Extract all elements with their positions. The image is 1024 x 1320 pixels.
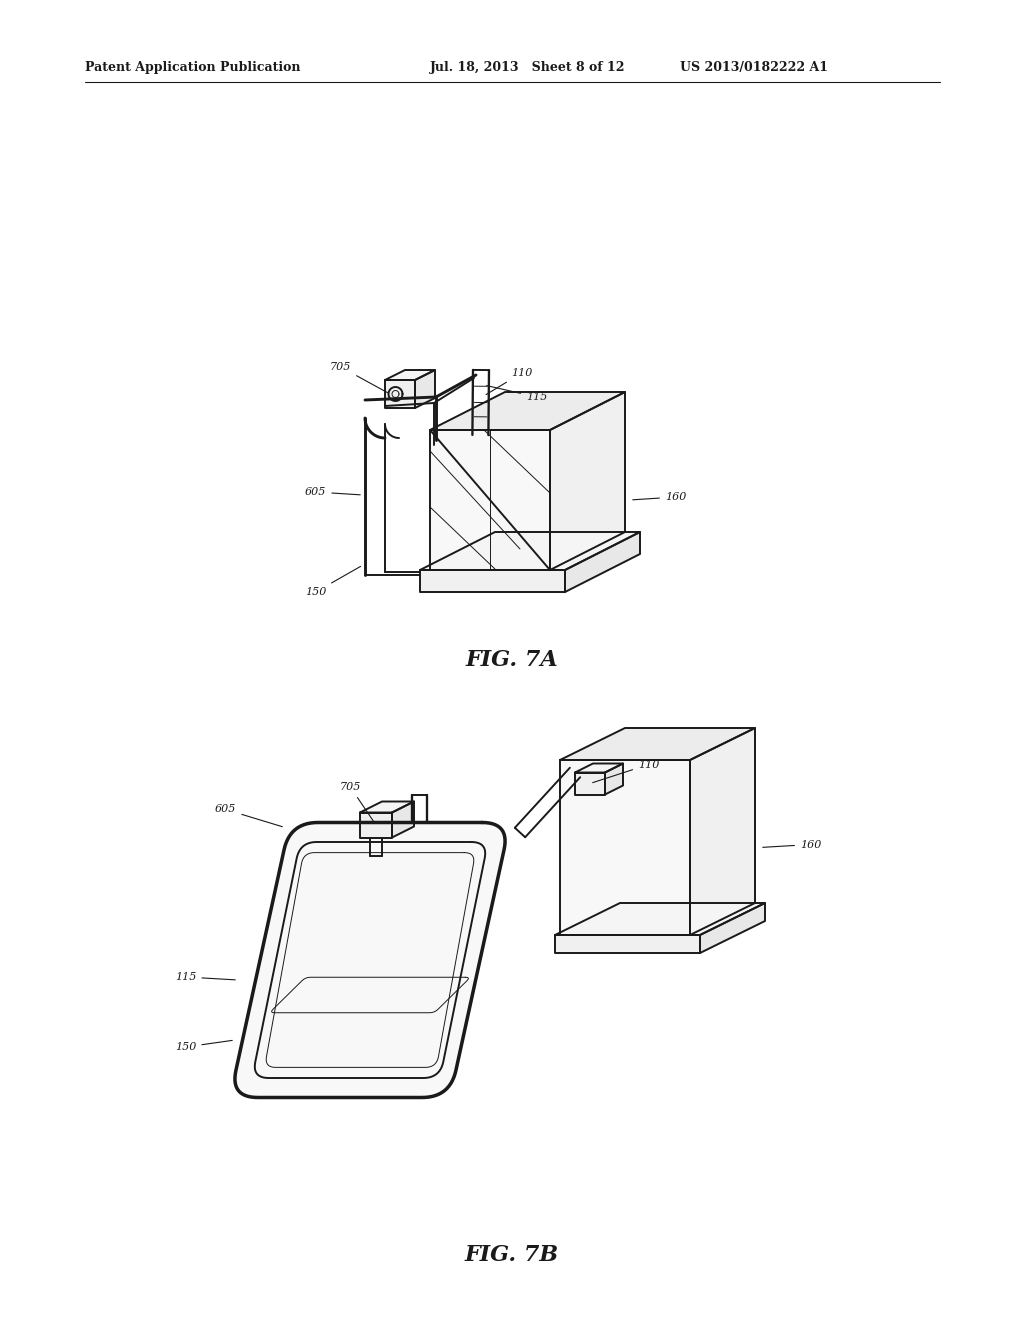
Text: 705: 705	[330, 362, 387, 392]
Polygon shape	[575, 763, 623, 772]
Text: Patent Application Publication: Patent Application Publication	[85, 62, 300, 74]
Polygon shape	[392, 801, 414, 837]
Text: 110: 110	[486, 368, 532, 395]
Polygon shape	[575, 772, 605, 795]
Text: 605: 605	[305, 487, 360, 498]
Polygon shape	[255, 842, 485, 1078]
Polygon shape	[565, 532, 640, 591]
Polygon shape	[700, 903, 765, 953]
Text: 705: 705	[340, 783, 375, 822]
Text: 115: 115	[486, 385, 548, 403]
Text: 115: 115	[175, 972, 236, 982]
Polygon shape	[234, 822, 505, 1097]
Polygon shape	[550, 392, 625, 570]
Text: FIG. 7A: FIG. 7A	[466, 649, 558, 671]
Polygon shape	[415, 370, 435, 408]
Polygon shape	[605, 763, 623, 795]
Text: FIG. 7B: FIG. 7B	[465, 1243, 559, 1266]
Polygon shape	[420, 570, 565, 591]
Polygon shape	[690, 729, 755, 935]
Text: 150: 150	[305, 566, 360, 597]
Polygon shape	[271, 977, 468, 1012]
Polygon shape	[430, 392, 625, 430]
Polygon shape	[555, 903, 765, 935]
Text: Jul. 18, 2013   Sheet 8 of 12: Jul. 18, 2013 Sheet 8 of 12	[430, 62, 626, 74]
Polygon shape	[420, 532, 640, 570]
Polygon shape	[385, 370, 435, 380]
Text: 160: 160	[633, 492, 686, 502]
Text: 160: 160	[763, 840, 821, 850]
Text: 110: 110	[593, 759, 659, 783]
Polygon shape	[360, 813, 392, 837]
Text: 150: 150	[175, 1040, 232, 1052]
Text: 605: 605	[215, 804, 283, 826]
Polygon shape	[360, 801, 414, 813]
Polygon shape	[560, 729, 755, 760]
Polygon shape	[430, 430, 550, 570]
Polygon shape	[266, 853, 474, 1068]
Polygon shape	[560, 760, 690, 935]
Text: US 2013/0182222 A1: US 2013/0182222 A1	[680, 62, 828, 74]
Polygon shape	[555, 935, 700, 953]
Polygon shape	[385, 380, 415, 408]
